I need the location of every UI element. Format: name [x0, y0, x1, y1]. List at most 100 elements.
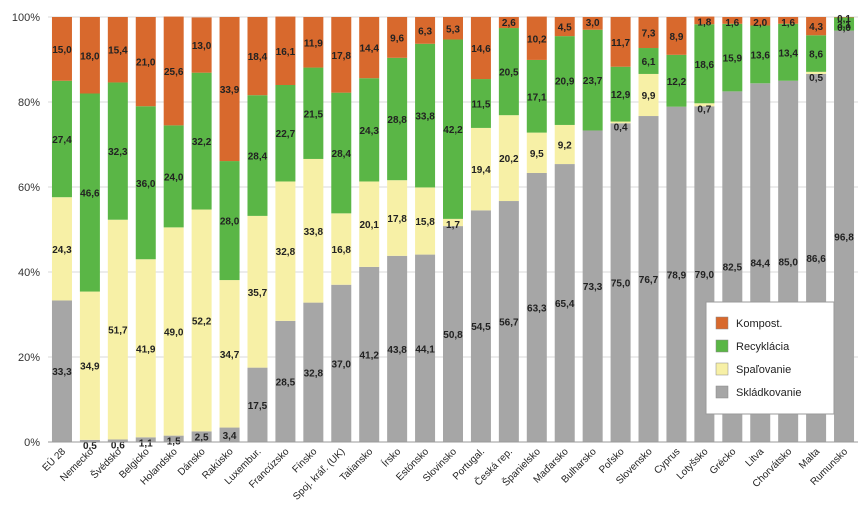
- data-label: 1,7: [446, 220, 460, 231]
- data-label: 1,1: [139, 438, 153, 449]
- data-label: 42,2: [443, 125, 463, 136]
- legend-swatch: [716, 363, 728, 375]
- data-label: 54,5: [471, 322, 491, 333]
- data-label: 12,9: [611, 90, 631, 101]
- data-label: 32,2: [192, 137, 212, 148]
- data-label: 33,8: [304, 227, 324, 238]
- data-label: 11,9: [304, 38, 323, 49]
- data-label: 7,3: [642, 29, 656, 40]
- x-tick-label: Malta: [797, 446, 822, 471]
- data-label: 13,6: [751, 50, 771, 61]
- data-label: 18,0: [80, 51, 100, 62]
- data-label: 9,2: [558, 141, 572, 152]
- data-label: 15,9: [723, 54, 743, 65]
- data-label: 52,2: [192, 316, 212, 327]
- legend-swatch: [716, 386, 728, 398]
- data-label: 15,0: [52, 45, 72, 56]
- y-tick-label: 40%: [18, 267, 40, 279]
- data-label: 20,2: [499, 154, 519, 165]
- x-tick-label: Lotyšsko: [675, 446, 711, 482]
- legend-label: Spaľovanie: [736, 364, 791, 376]
- data-label: 16,8: [332, 245, 352, 256]
- data-label: 41,2: [359, 350, 379, 361]
- data-label: 1,8: [697, 18, 711, 29]
- data-label: 14,4: [359, 44, 379, 55]
- data-label: 78,9: [667, 270, 687, 281]
- data-label: 0,4: [614, 123, 628, 134]
- y-tick-label: 60%: [18, 182, 40, 194]
- data-label: 46,6: [80, 189, 100, 200]
- data-label: 24,3: [52, 245, 72, 256]
- data-label: 11,7: [611, 38, 630, 49]
- x-tick-label: Írsko: [379, 445, 404, 470]
- data-label: 36,0: [136, 179, 156, 190]
- data-label: 63,3: [527, 303, 547, 314]
- data-label: 12,2: [667, 77, 687, 88]
- y-tick-label: 80%: [18, 97, 40, 109]
- x-tick-label: Grécko: [708, 446, 739, 477]
- data-label: 82,5: [723, 263, 743, 274]
- data-label: 24,0: [164, 172, 184, 183]
- data-label: 24,3: [359, 126, 379, 137]
- data-label: 0,1: [837, 14, 851, 25]
- data-label: 79,0: [695, 270, 715, 281]
- data-label: 43,8: [387, 345, 407, 356]
- data-label: 6,1: [642, 57, 656, 68]
- data-label: 3,0: [586, 18, 600, 29]
- data-label: 21,5: [304, 109, 324, 120]
- data-label: 4,3: [809, 22, 823, 33]
- data-label: 34,7: [220, 350, 240, 361]
- data-label: 33,8: [415, 112, 435, 123]
- data-label: 20,9: [555, 77, 575, 88]
- data-label: 13,0: [192, 41, 212, 52]
- data-label: 44,1: [415, 344, 435, 355]
- data-label: 41,9: [136, 344, 156, 355]
- data-label: 19,4: [471, 165, 491, 176]
- data-label: 32,3: [108, 147, 128, 158]
- y-tick-label: 100%: [12, 12, 40, 24]
- y-tick-label: 0%: [24, 437, 40, 449]
- legend-swatch: [716, 317, 728, 329]
- data-label: 28,5: [276, 377, 296, 388]
- data-label: 8,6: [809, 50, 823, 61]
- data-label: 5,3: [446, 24, 460, 35]
- data-label: 34,9: [80, 362, 100, 373]
- data-label: 32,8: [304, 368, 324, 379]
- data-label: 8,9: [669, 32, 683, 43]
- data-label: 18,6: [695, 60, 715, 71]
- legend-label: Recyklácia: [736, 341, 790, 353]
- data-label: 28,8: [387, 115, 407, 126]
- data-label: 17,1: [527, 92, 547, 103]
- data-label: 28,4: [248, 152, 268, 163]
- data-label: 17,8: [387, 214, 407, 225]
- data-label: 13,4: [778, 48, 798, 59]
- data-label: 17,5: [248, 401, 268, 412]
- data-label: 28,4: [332, 149, 352, 160]
- data-label: 9,6: [390, 33, 404, 44]
- data-label: 1,6: [781, 18, 795, 29]
- legend-swatch: [716, 340, 728, 352]
- data-label: 21,0: [136, 58, 156, 69]
- legend-label: Kompost.: [736, 318, 782, 330]
- data-label: 76,7: [639, 275, 659, 286]
- data-label: 50,8: [443, 330, 463, 341]
- data-label: 15,8: [415, 217, 435, 228]
- data-label: 0,7: [697, 104, 711, 115]
- data-label: 9,5: [530, 149, 544, 160]
- data-label: 18,4: [248, 52, 268, 63]
- data-label: 49,0: [164, 328, 184, 339]
- data-label: 28,0: [220, 217, 240, 228]
- data-label: 96,8: [834, 232, 854, 243]
- data-label: 20,1: [359, 220, 379, 231]
- data-label: 1,6: [725, 18, 739, 29]
- data-label: 22,7: [276, 129, 296, 140]
- data-label: 65,4: [555, 299, 575, 310]
- data-label: 35,7: [248, 288, 268, 299]
- data-label: 10,2: [527, 34, 547, 45]
- legend-label: Skládkovanie: [736, 387, 801, 399]
- data-label: 85,0: [778, 257, 798, 268]
- data-label: 14,6: [471, 44, 491, 55]
- data-label: 0,5: [809, 73, 823, 84]
- data-label: 86,6: [806, 254, 826, 265]
